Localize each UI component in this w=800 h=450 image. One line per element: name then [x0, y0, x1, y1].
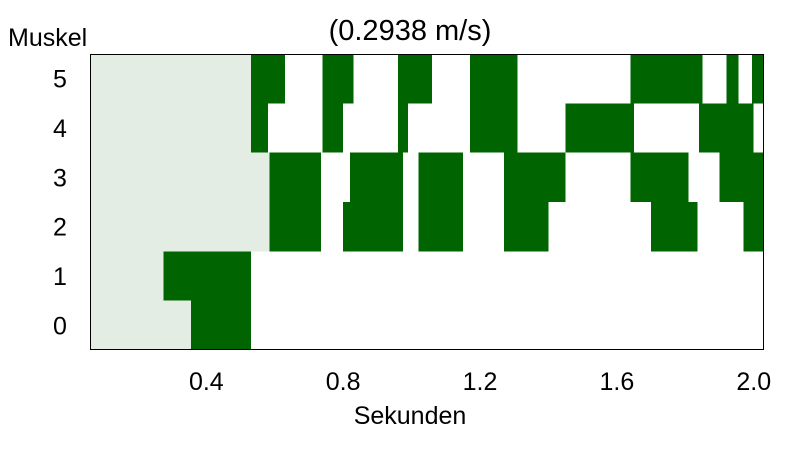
x-tick-label: 0.4 — [189, 368, 224, 396]
activation-block — [190, 300, 251, 350]
x-tick-label: 2.0 — [736, 368, 771, 396]
activation-block — [565, 103, 634, 153]
activation-block — [350, 152, 404, 202]
activation-block — [250, 103, 268, 153]
x-tick-label: 0.8 — [326, 368, 361, 396]
y-tick-label: 0 — [53, 312, 67, 340]
y-tick-labels: 0 1 2 3 4 5 — [53, 66, 67, 341]
activation-block — [418, 152, 463, 202]
activation-block — [469, 103, 518, 153]
activation-block — [743, 202, 764, 252]
activation-block — [163, 251, 251, 301]
y-axis-label: Muskel — [8, 24, 87, 52]
y-tick-label: 5 — [53, 66, 67, 94]
plot-area — [90, 54, 764, 350]
activation-block — [719, 152, 764, 202]
activation-block — [343, 202, 404, 252]
activation-block — [503, 202, 549, 252]
activation-block — [630, 152, 689, 202]
x-axis-label: Sekunden — [354, 402, 467, 430]
activation-block — [503, 152, 566, 202]
x-tick-label: 1.2 — [463, 368, 498, 396]
activation-block — [269, 152, 321, 202]
activation-block — [698, 103, 754, 153]
shaded-region-row-0 — [90, 300, 191, 350]
x-tick-labels: 0.4 0.8 1.2 1.6 2.0 — [189, 368, 771, 396]
activation-block — [726, 54, 739, 104]
activation-block — [322, 54, 354, 104]
y-tick-label: 4 — [53, 115, 67, 143]
shaded-region-row-1 — [90, 251, 164, 301]
chart-title: (0.2938 m/s) — [329, 15, 492, 47]
shaded-region-row-5 — [90, 54, 251, 104]
activation-block — [752, 54, 764, 104]
shaded-region-row-2 — [90, 202, 270, 252]
activation-block — [322, 103, 344, 153]
activation-block — [418, 202, 463, 252]
plot-frame — [90, 54, 764, 350]
activation-block — [651, 202, 698, 252]
activation-block — [397, 103, 409, 153]
activation-block — [469, 54, 518, 104]
activation-block — [269, 202, 321, 252]
activation-block — [397, 54, 433, 104]
shaded-region-row-3 — [90, 152, 270, 202]
shaded-region-row-4 — [90, 103, 251, 153]
y-tick-label: 3 — [53, 164, 67, 192]
y-tick-label: 2 — [53, 214, 67, 242]
y-tick-label: 1 — [53, 263, 67, 291]
x-tick-label: 1.6 — [600, 368, 635, 396]
activation-block — [250, 54, 286, 104]
activation-block — [630, 54, 703, 104]
